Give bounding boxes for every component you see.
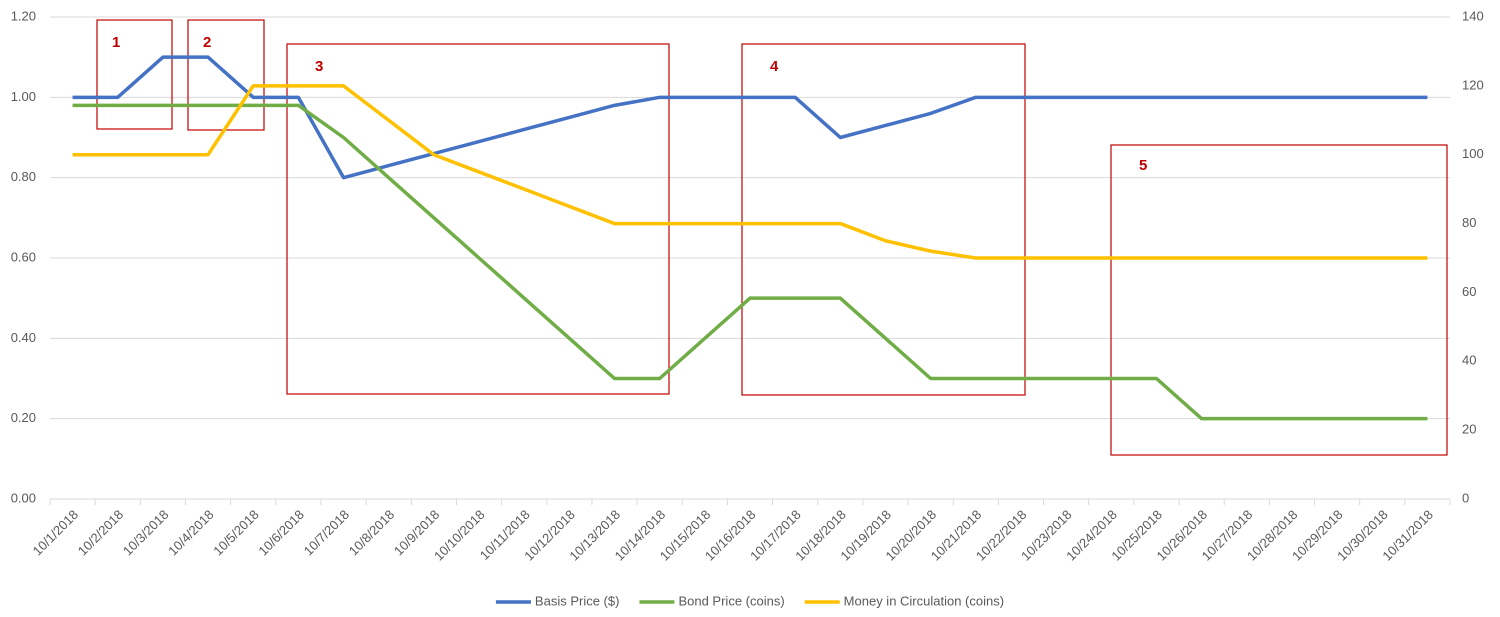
y-tick-label: 0.60 [11, 249, 36, 264]
annotation-label: 2 [203, 34, 211, 51]
annotation-label: 5 [1139, 157, 1147, 174]
annotation-label: 4 [770, 58, 779, 75]
annotation-box [286, 43, 670, 395]
y-tick-label: 0.40 [11, 330, 36, 345]
x-tick-label: 10/1/2018 [30, 507, 82, 559]
annotation-label: 3 [315, 58, 323, 75]
series-line [72, 84, 1428, 260]
y-tick-label: 1.00 [11, 89, 36, 104]
annotation-box [741, 43, 1026, 396]
y-tick-label: 1.20 [11, 8, 36, 23]
y2-tick-label: 40 [1462, 353, 1476, 368]
annotation-label: 1 [112, 34, 120, 51]
legend-label: Bond Price (coins) [678, 593, 784, 608]
y2-tick-label: 0 [1462, 490, 1469, 505]
y2-tick-label: 60 [1462, 284, 1476, 299]
x-tick-label: 10/5/2018 [210, 507, 262, 559]
annotation-box [1110, 144, 1448, 456]
x-tick-label: 10/8/2018 [346, 507, 398, 559]
y-tick-label: 0.00 [11, 490, 36, 505]
y2-tick-label: 20 [1462, 422, 1476, 437]
legend-label: Basis Price ($) [535, 593, 620, 608]
x-tick-label: 10/4/2018 [165, 507, 217, 559]
annotations: 1 2 3 4 5 [96, 19, 1448, 456]
grid [49, 16, 1451, 505]
y2-tick-label: 120 [1462, 77, 1484, 92]
x-tick-label: 10/6/2018 [255, 507, 307, 559]
y2-tick-label: 100 [1462, 146, 1484, 161]
legend: Basis Price ($) Bond Price (coins) Money i… [495, 593, 1004, 608]
series-line [72, 55, 1428, 180]
x-tick-label: 10/3/2018 [120, 507, 172, 559]
x-tick-label: 10/7/2018 [301, 507, 353, 559]
annotation-box [96, 19, 173, 130]
x-tick-label: 10/2/2018 [75, 507, 127, 559]
series-line [72, 103, 1428, 421]
y2-tick-label: 140 [1462, 8, 1484, 23]
y-tick-label: 0.80 [11, 169, 36, 184]
y2-tick-label: 80 [1462, 215, 1476, 230]
legend-label: Money in Circulation (coins) [844, 593, 1004, 608]
y-tick-label: 0.20 [11, 410, 36, 425]
